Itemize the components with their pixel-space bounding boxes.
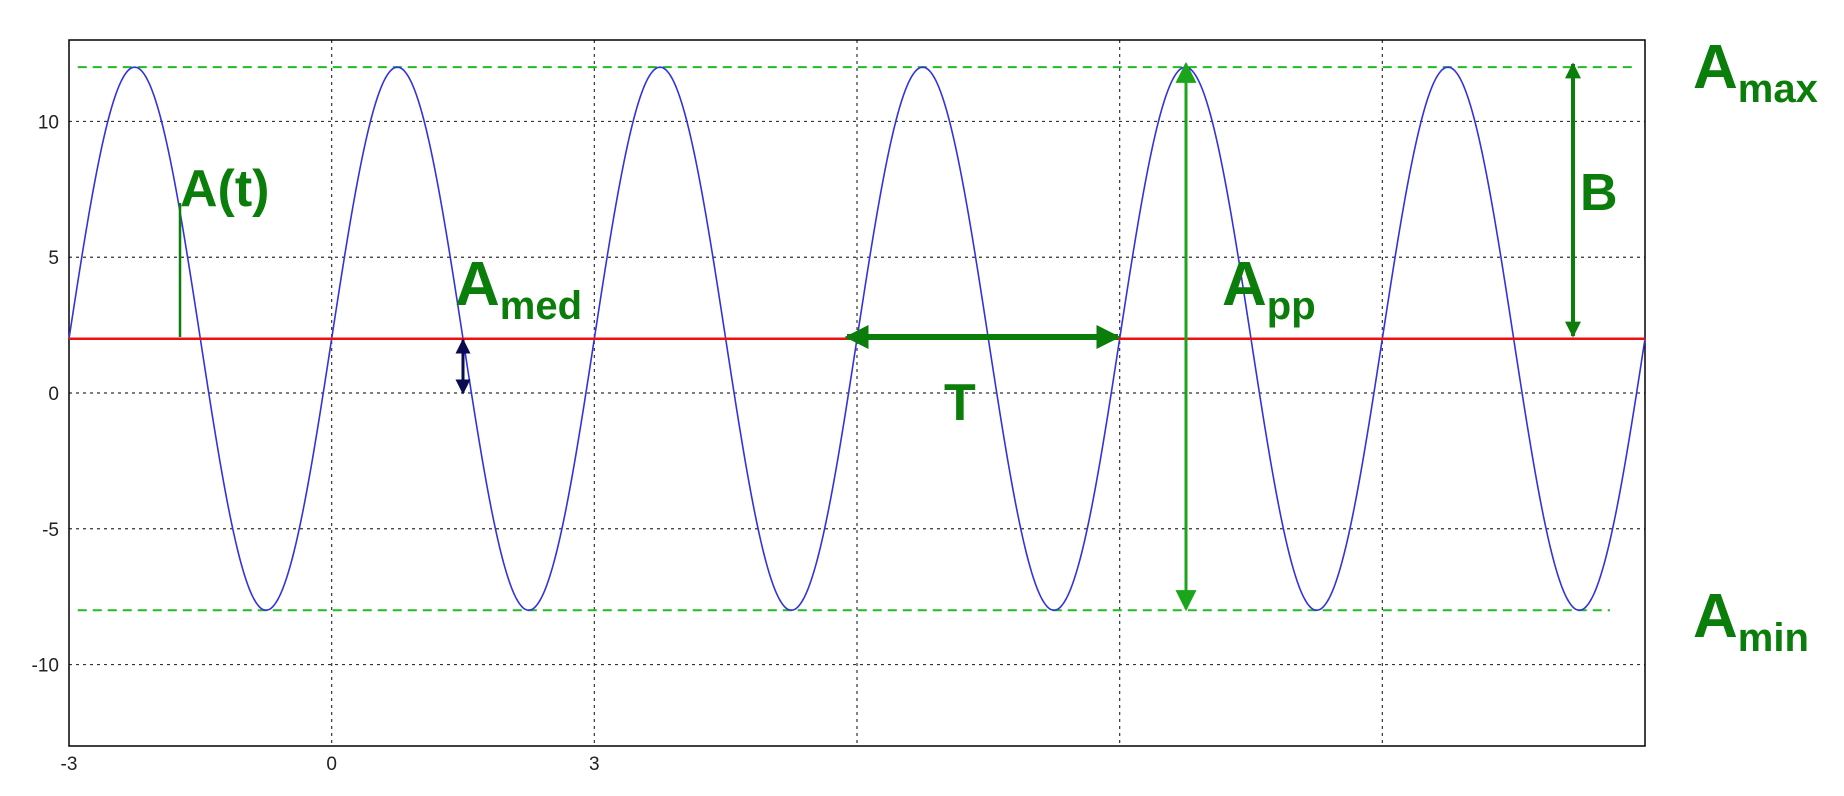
label-a-max-sub: max xyxy=(1738,67,1818,111)
y-tick-label: -10 xyxy=(32,656,59,677)
x-tick-labels: -3 0 3 xyxy=(61,754,600,775)
y-tick-label: 0 xyxy=(48,384,59,405)
y-tick-labels: 10 5 0 -5 -10 xyxy=(32,112,59,676)
label-a-min-sub: min xyxy=(1738,616,1809,660)
label-a-min: Amin xyxy=(1693,582,1809,660)
x-tick-label: 3 xyxy=(589,754,600,775)
label-b: B xyxy=(1580,164,1618,222)
label-a-max: Amax xyxy=(1693,33,1818,111)
label-a-of-t: A(t) xyxy=(180,160,270,218)
label-a-med-sub: med xyxy=(500,284,582,328)
label-a-max-main: A xyxy=(1693,33,1738,102)
label-a-med-main: A xyxy=(455,250,500,319)
label-a-pp-main: A xyxy=(1222,250,1267,319)
x-tick-label: 0 xyxy=(326,754,337,775)
y-tick-label: -5 xyxy=(42,520,59,541)
label-period: T xyxy=(944,374,976,432)
label-a-pp: App xyxy=(1222,250,1316,328)
x-tick-label: -3 xyxy=(61,754,78,775)
label-a-pp-sub: pp xyxy=(1267,284,1316,328)
y-tick-label: 5 xyxy=(48,248,59,269)
y-tick-label: 10 xyxy=(38,112,59,133)
plot-frame xyxy=(68,39,1646,747)
label-a-min-main: A xyxy=(1693,582,1738,651)
label-a-med: Amed xyxy=(455,250,582,328)
grid-lines xyxy=(69,40,1645,746)
